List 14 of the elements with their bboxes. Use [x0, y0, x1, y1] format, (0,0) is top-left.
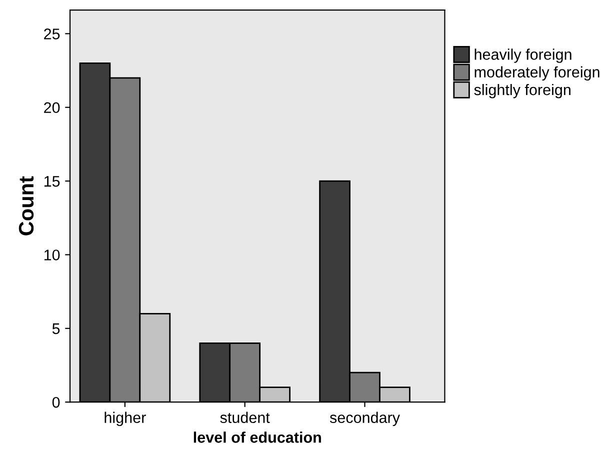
y-tick-label: 25: [44, 28, 60, 40]
x-tick-label: student: [220, 412, 270, 424]
legend-label: slightly foreign: [474, 84, 570, 98]
y-tick-label: 10: [44, 250, 60, 260]
y-tick-label: 15: [44, 176, 60, 187]
x-tick-label: higher: [104, 412, 146, 426]
y-tick-label: 5: [52, 323, 60, 334]
legend-label: moderately foreign: [474, 66, 600, 81]
y-tick-label: 20: [44, 102, 60, 114]
y-axis-title: Count: [18, 176, 34, 236]
x-tick-label: secondary: [330, 412, 400, 426]
legend-label: heavily foreign: [474, 48, 572, 63]
x-axis-title: level of education: [194, 432, 321, 443]
y-tick-label: 0: [52, 396, 60, 408]
